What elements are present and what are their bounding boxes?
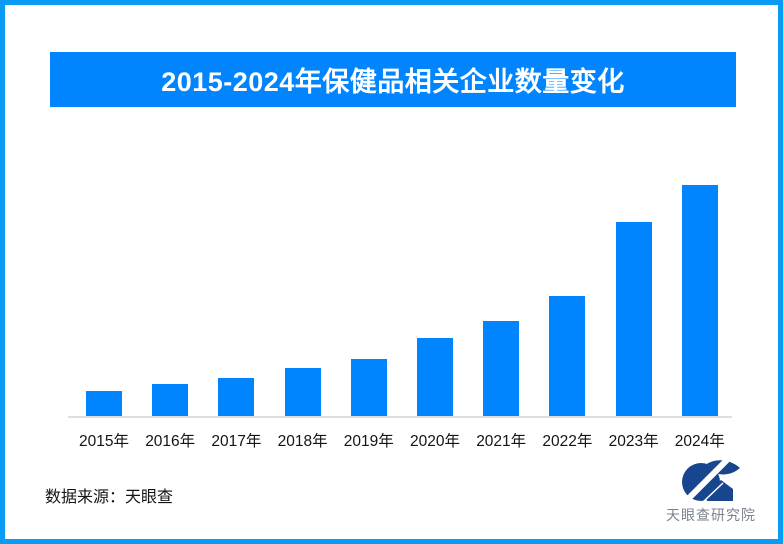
x-axis-labels: 2015年 2016年 2017年 2018年 2019年 2020年 2021年 2022年… (68, 429, 732, 451)
x-axis-label: 2024年 (674, 433, 725, 450)
bar-2015年 (86, 391, 122, 417)
bar-2022年 (549, 296, 586, 417)
x-axis-label: 2016年 (145, 433, 196, 450)
x-axis-label: 2022年 (542, 433, 593, 450)
x-axis-label: 2017年 (211, 433, 262, 450)
brand-logo: 天眼查研究院 (656, 460, 766, 525)
bar-2023年 (615, 222, 652, 417)
x-axis-label: 2018年 (277, 433, 328, 450)
x-axis-label: 2015年 (79, 433, 129, 450)
brand-logo-text: 天眼查研究院 (666, 507, 756, 523)
bar-2024年 (681, 185, 718, 417)
chart-title-banner: 2015-2024年保健品相关企业数量变化 (50, 52, 736, 107)
bar-2019年 (350, 359, 387, 417)
bar-chart-plot-area (68, 150, 732, 417)
tianyancha-logo-icon (681, 460, 740, 502)
x-axis-label: 2020年 (410, 433, 460, 450)
bar-2018年 (284, 368, 321, 417)
chart-title: 2015-2024年保健品相关企业数量变化 (161, 67, 625, 97)
x-axis-label: 2019年 (343, 433, 394, 450)
bar-2020年 (417, 338, 453, 417)
x-axis-label: 2021年 (476, 433, 527, 450)
data-source-note: 数据来源：天眼查 (45, 489, 174, 506)
bar-2016年 (152, 384, 189, 417)
bar-2017年 (218, 378, 255, 417)
bar-2021年 (483, 321, 520, 417)
x-axis-line (68, 416, 732, 418)
x-axis-label: 2023年 (608, 433, 659, 450)
